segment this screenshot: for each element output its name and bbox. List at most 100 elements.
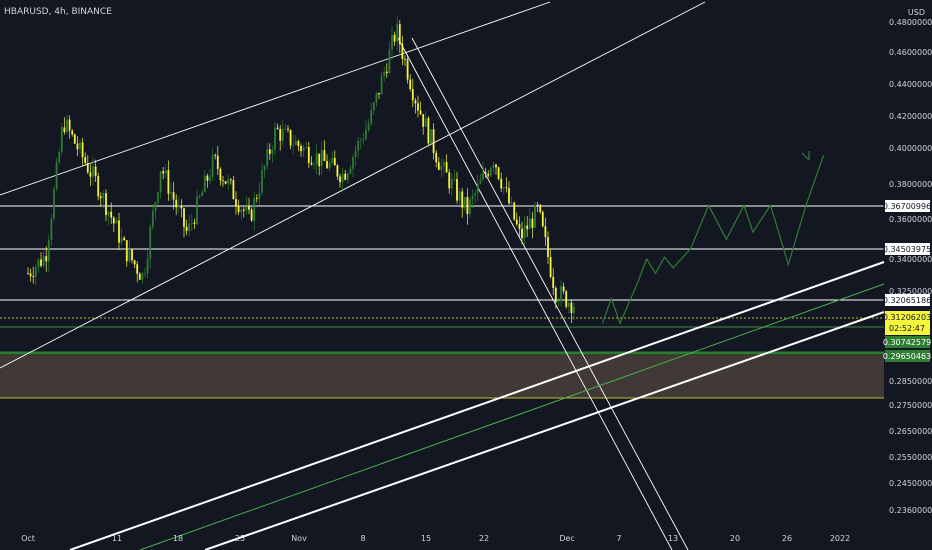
candle-body: [112, 217, 115, 224]
candle-body: [573, 307, 575, 314]
candle-body: [29, 273, 32, 277]
candle-body: [248, 206, 250, 210]
candle-body: [211, 155, 214, 177]
candle-body: [258, 192, 261, 199]
candle-body: [214, 155, 217, 157]
candle-body: [50, 218, 53, 241]
time-tick-label: Oct: [21, 534, 35, 543]
candle-body: [32, 276, 35, 278]
candle-body: [333, 157, 336, 166]
candle-body: [544, 226, 547, 238]
candle-body: [560, 286, 562, 302]
candle-body: [523, 225, 526, 238]
candle-body: [500, 178, 503, 189]
candle-body: [253, 198, 256, 221]
candle-body: [445, 161, 448, 173]
candle-body: [136, 264, 139, 274]
tag-30742579: 0.30742579: [883, 336, 931, 348]
candle-body: [427, 118, 430, 144]
candle-body: [175, 199, 178, 208]
candle-body: [526, 225, 529, 230]
candle-body: [297, 141, 300, 147]
candle-body: [66, 119, 68, 133]
candle-body: [497, 167, 500, 179]
svg-text:0.32065186: 0.32065186: [883, 296, 931, 305]
candle-body: [331, 157, 334, 164]
candle-body: [245, 206, 248, 211]
candle-body: [159, 171, 162, 193]
candle-body: [341, 173, 344, 183]
time-tick-label: 26: [782, 534, 792, 543]
candle-body: [437, 162, 440, 170]
candle-body: [336, 165, 339, 177]
candle-body: [55, 162, 58, 189]
candle-body: [84, 157, 87, 163]
candle-body: [398, 24, 401, 45]
candle-body: [492, 164, 495, 169]
candle-body: [414, 100, 417, 104]
candle-body: [196, 196, 198, 224]
candle-body: [53, 188, 55, 219]
candle-body: [372, 102, 375, 111]
candle-body: [357, 140, 360, 151]
candle-body: [271, 149, 274, 154]
candle-body: [310, 162, 313, 165]
candle-body: [562, 286, 565, 292]
candle-body: [487, 173, 490, 176]
candle-body: [34, 267, 37, 278]
descending-line-1: [397, 37, 673, 550]
candle-body: [513, 202, 516, 220]
candle-body: [432, 129, 435, 153]
candles-series: [27, 16, 575, 324]
candle-body: [107, 211, 110, 215]
candle-body: [206, 175, 209, 181]
candle-body: [209, 176, 211, 181]
candle-body: [557, 301, 560, 303]
candle-body: [138, 273, 141, 280]
time-tick-label: 11: [112, 534, 122, 543]
candle-body: [354, 150, 357, 158]
candle-body: [237, 205, 240, 212]
candle-body: [315, 153, 318, 165]
candle-body: [318, 153, 321, 167]
candle-body: [375, 92, 378, 103]
symbol-title[interactable]: HBARUSD, 4h, BINANCE: [4, 7, 112, 17]
candle-body: [370, 110, 373, 124]
candle-body: [261, 170, 263, 193]
candle-body: [547, 237, 549, 258]
candle-body: [180, 205, 183, 209]
candle-body: [42, 256, 45, 266]
candle-body: [300, 146, 302, 152]
candle-body: [128, 249, 131, 262]
time-tick-label: 22: [479, 534, 489, 543]
candle-body: [162, 171, 165, 174]
candle-body: [385, 71, 388, 74]
candle-body: [27, 273, 29, 275]
candle-body: [518, 224, 521, 229]
candle-body: [292, 145, 295, 146]
candle-body: [476, 183, 479, 194]
candle-body: [203, 175, 206, 193]
tag-29650463: 0.29650463: [883, 350, 931, 362]
candle-body: [185, 226, 188, 231]
candle-body: [339, 176, 341, 183]
candle-body: [40, 259, 42, 266]
candle-body: [359, 140, 362, 141]
candle-body: [463, 197, 466, 208]
candle-body: [141, 273, 144, 280]
time-axis[interactable]: Oct 11 18 25 Nov 8 15 22 Dec 7 13 20 26 2022: [21, 534, 850, 543]
candle-body: [242, 209, 245, 211]
candle-body: [443, 161, 445, 166]
candle-body: [99, 196, 102, 199]
candle-body: [118, 220, 120, 243]
candle-body: [276, 127, 279, 129]
